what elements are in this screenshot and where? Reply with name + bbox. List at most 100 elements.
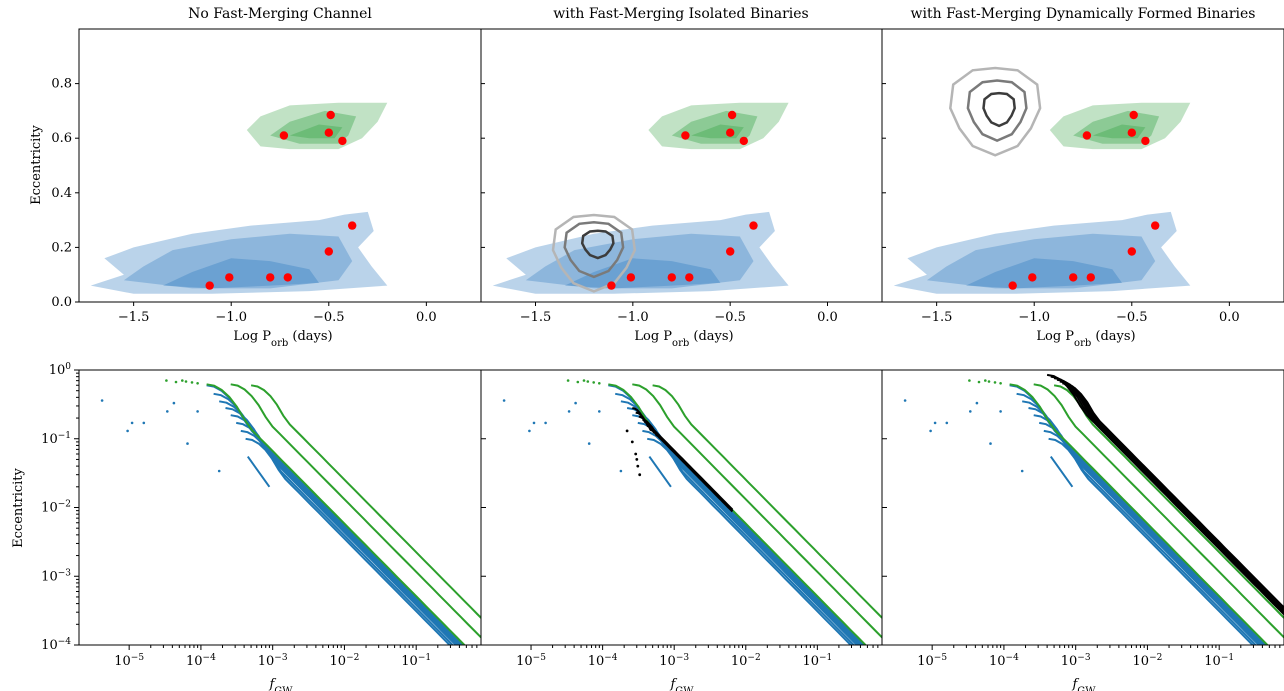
top-panel-frame-3 bbox=[881, 28, 1284, 303]
initial-point-1 bbox=[100, 399, 104, 402]
x-tick-label: −1.5 bbox=[520, 310, 552, 325]
x-tick-label: 0.0 bbox=[1219, 310, 1240, 325]
data-point-2 bbox=[1028, 273, 1037, 282]
top-x-axis-label-1: Log Porb (days) bbox=[233, 329, 332, 349]
initial-point-14 bbox=[993, 381, 997, 384]
top-y-axis-label: Eccentricity bbox=[29, 124, 44, 204]
green-track-3 bbox=[250, 384, 481, 620]
x-tick-label: 10−2 bbox=[1133, 653, 1163, 669]
initial-point-4 bbox=[142, 421, 146, 425]
data-point-6 bbox=[749, 221, 758, 230]
x-tick-label: 10−5 bbox=[114, 653, 144, 669]
data-point-10 bbox=[739, 136, 748, 146]
initial-point-2 bbox=[126, 429, 129, 433]
top-panel-3: −1.5 −1.0 −0.5 0.0 bbox=[881, 28, 1284, 325]
blue-short-track bbox=[246, 456, 271, 488]
data-point-7 bbox=[681, 131, 690, 140]
data-point-7 bbox=[279, 131, 289, 140]
data-point-1 bbox=[607, 281, 616, 290]
blue-track-5 bbox=[1033, 414, 1263, 645]
x-tick-label: −1.0 bbox=[617, 310, 649, 325]
initial-point-9 bbox=[619, 469, 623, 473]
bottom-x-axis-label-1: fGW bbox=[268, 677, 293, 691]
data-point-9 bbox=[326, 110, 335, 120]
x-tick-label: −0.5 bbox=[1116, 310, 1148, 325]
data-point-10 bbox=[1141, 136, 1150, 146]
blue-track-5 bbox=[632, 414, 861, 645]
green-track-2 bbox=[632, 383, 882, 639]
bottom-y-axis-label: Eccentricity bbox=[11, 467, 26, 547]
blue-track-6 bbox=[637, 421, 859, 645]
x-tick-label: −1.5 bbox=[921, 310, 953, 325]
y-tick-label: 10−3 bbox=[41, 568, 71, 584]
blue-track-8 bbox=[1048, 437, 1255, 645]
black-track-1 bbox=[1046, 373, 1284, 616]
initial-point-7 bbox=[587, 442, 591, 445]
initial-point-7 bbox=[186, 442, 189, 445]
initial-point-10 bbox=[968, 379, 971, 382]
y-tick-label: 10−1 bbox=[41, 431, 71, 447]
blue-track-7 bbox=[642, 429, 856, 645]
initial-point-8 bbox=[999, 410, 1002, 413]
dynamical-contour-mid bbox=[966, 79, 1028, 142]
panel-title-1: No Fast-Merging Channel bbox=[188, 6, 372, 22]
data-point-5 bbox=[726, 247, 735, 256]
x-tick-label: 10−3 bbox=[659, 653, 689, 669]
initial-point-13 bbox=[184, 380, 188, 383]
black-point-3 bbox=[634, 452, 638, 456]
initial-point-1 bbox=[903, 399, 907, 402]
x-tick-label: 10−5 bbox=[516, 653, 546, 669]
green-track-3 bbox=[652, 384, 882, 620]
y-tick-label: 10−4 bbox=[41, 637, 71, 653]
initial-point-9 bbox=[217, 469, 221, 473]
initial-point-12 bbox=[582, 379, 586, 382]
blue-track-5 bbox=[230, 414, 460, 645]
x-tick-label: −0.5 bbox=[313, 310, 345, 325]
initial-point-10 bbox=[165, 379, 168, 382]
initial-point-2 bbox=[528, 429, 531, 433]
blue-track-7 bbox=[1043, 429, 1257, 645]
initial-point-12 bbox=[984, 379, 987, 382]
x-tick-label: 10−1 bbox=[1204, 653, 1234, 669]
top-x-axis-label-3: Log Porb (days) bbox=[1036, 329, 1135, 349]
data-point-3 bbox=[266, 273, 275, 282]
data-point-10 bbox=[338, 136, 347, 146]
initial-point-6 bbox=[574, 401, 577, 405]
y-tick-label: 100 bbox=[49, 362, 72, 378]
initial-point-8 bbox=[196, 410, 199, 413]
y-tick-label: 0.0 bbox=[51, 295, 72, 310]
black-point-6 bbox=[635, 458, 639, 461]
evolution-tracks bbox=[502, 379, 882, 645]
dynamical-contour-outer bbox=[949, 66, 1042, 157]
data-point-3 bbox=[667, 273, 676, 282]
data-point-2 bbox=[225, 273, 234, 282]
blue-density-outer bbox=[90, 211, 388, 294]
bottom-panel-2: 10−5 10−4 10−3 10−2 10−1 bbox=[480, 369, 883, 669]
y-tick-label: 0.2 bbox=[51, 240, 72, 255]
blue-track-4 bbox=[626, 407, 863, 645]
initial-point-13 bbox=[987, 380, 991, 383]
blue-density-mid bbox=[525, 233, 754, 289]
green-track-2 bbox=[230, 383, 481, 639]
data-point-3 bbox=[1069, 273, 1078, 282]
blue-track-8 bbox=[647, 437, 853, 645]
y-tick-label: 0.6 bbox=[51, 131, 72, 146]
initial-point-3 bbox=[130, 421, 134, 425]
blue-density-outer bbox=[893, 211, 1191, 294]
initial-point-11 bbox=[977, 380, 981, 384]
green-track-2 bbox=[1033, 383, 1284, 639]
initial-point-3 bbox=[532, 421, 536, 425]
black-point-2 bbox=[630, 440, 634, 444]
data-point-8 bbox=[726, 128, 735, 137]
initial-point-5 bbox=[969, 410, 972, 413]
data-point-9 bbox=[1129, 110, 1138, 120]
bottom-panel-1: 10−5 10−4 10−3 10−2 10−1 10−4 10−3 10−2 10−1 100 bbox=[41, 362, 482, 669]
data-point-4 bbox=[685, 273, 694, 282]
initial-point-7 bbox=[989, 442, 992, 445]
x-tick-label: −1.0 bbox=[1018, 310, 1050, 325]
initial-point-15 bbox=[196, 382, 199, 385]
blue-density-mid bbox=[926, 233, 1156, 289]
x-tick-label: −1.5 bbox=[118, 310, 150, 325]
blue-track-8 bbox=[245, 437, 452, 645]
